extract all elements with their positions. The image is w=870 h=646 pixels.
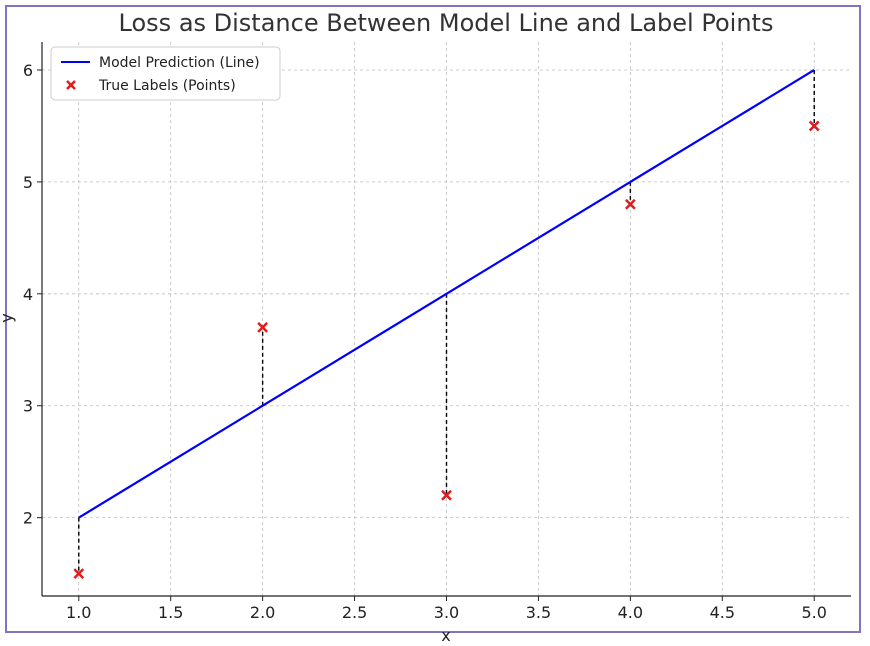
point-stroke [808, 120, 820, 132]
x-axis-label: x [441, 626, 450, 645]
point-stroke [441, 489, 452, 501]
true-label-points [73, 120, 820, 580]
x-tick-label: 3.5 [526, 603, 551, 622]
chart-frame [5, 5, 861, 633]
point-stroke [257, 322, 269, 333]
y-axis-label: y [0, 313, 16, 322]
true-label-point [441, 489, 452, 501]
chart-title: Loss as Distance Between Model Line and … [119, 9, 774, 37]
y-tick-label: 3 [23, 397, 33, 416]
x-tick-label: 2.5 [342, 603, 367, 622]
point-stroke [624, 198, 636, 210]
x-tick-label: 4.0 [618, 603, 643, 622]
x-tick-label: 2.0 [250, 603, 275, 622]
x-tick-label: 5.0 [802, 603, 827, 622]
model-line-series [78, 69, 815, 519]
x-tick-label: 3.0 [434, 603, 459, 622]
y-ticks: 2 3 4 5 6 [23, 61, 42, 528]
true-label-point [624, 198, 636, 210]
legend-label-model: Model Prediction (Line) [99, 55, 260, 71]
model-prediction-line [78, 69, 815, 519]
y-tick-label: 5 [23, 173, 33, 192]
legend: Model Prediction (Line) True Labels (Poi… [50, 46, 281, 101]
residual-lines [78, 69, 815, 574]
x-tick-label: 1.0 [66, 603, 91, 622]
point-stroke [73, 568, 85, 580]
true-label-point [808, 120, 820, 132]
x-ticks: 1.0 1.5 2.0 2.5 3.0 3.5 4.0 4.5 5.0 [66, 596, 827, 622]
legend-box [50, 46, 281, 101]
true-label-point [73, 568, 85, 580]
true-label-point [257, 322, 269, 333]
legend-x-marker [66, 80, 76, 90]
legend-label-labels: True Labels (Points) [98, 78, 236, 94]
y-tick-label: 6 [23, 61, 33, 80]
grid [42, 42, 851, 596]
x-tick-label: 4.5 [710, 603, 735, 622]
x-tick-label: 1.5 [158, 603, 183, 622]
y-tick-label: 4 [23, 285, 33, 304]
y-tick-label: 2 [23, 509, 33, 528]
